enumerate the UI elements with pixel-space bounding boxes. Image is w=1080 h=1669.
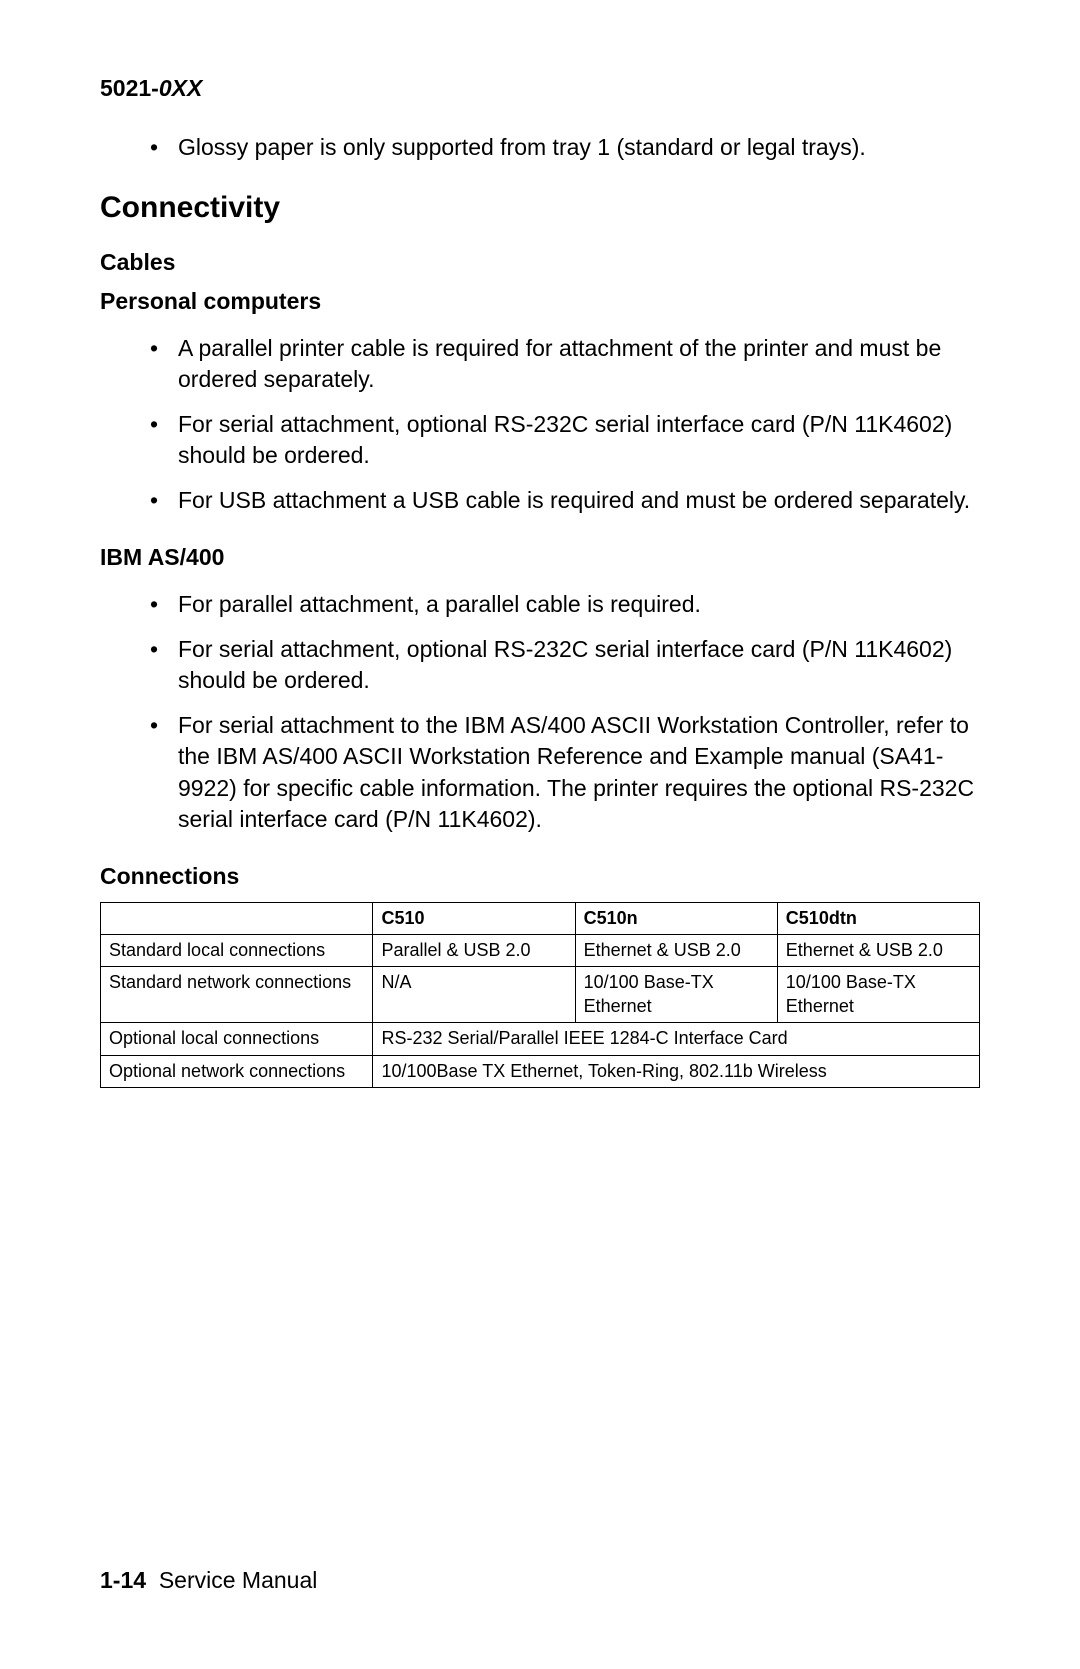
list-item: For parallel attachment, a parallel cabl…: [150, 589, 980, 620]
page-footer: 1-14 Service Manual: [100, 1567, 317, 1594]
table-row: Optional network connections 10/100Base …: [101, 1055, 980, 1087]
section-title-connectivity: Connectivity: [100, 191, 980, 225]
footer-label-text: Service Manual: [159, 1567, 318, 1593]
table-cell: Parallel & USB 2.0: [373, 935, 575, 967]
list-item: For serial attachment to the IBM AS/400 …: [150, 710, 980, 834]
ibm-as400-list: For parallel attachment, a parallel cabl…: [100, 589, 980, 834]
table-cell: Ethernet & USB 2.0: [575, 935, 777, 967]
table-row: Optional local connections RS-232 Serial…: [101, 1023, 980, 1055]
table-cell-label: Optional network connections: [101, 1055, 373, 1087]
list-item: A parallel printer cable is required for…: [150, 333, 980, 395]
table-header-c510dtn: C510dtn: [777, 902, 979, 934]
table-header-c510n: C510n: [575, 902, 777, 934]
header-code-suffix: 0XX: [159, 75, 202, 101]
table-cell: 10/100 Base-TX Ethernet: [575, 967, 777, 1023]
subsection-connections: Connections: [100, 863, 980, 890]
table-cell: Ethernet & USB 2.0: [777, 935, 979, 967]
table-cell-label: Optional local connections: [101, 1023, 373, 1055]
table-header-empty: [101, 902, 373, 934]
list-item: For serial attachment, optional RS-232C …: [150, 409, 980, 471]
document-header-code: 5021-0XX: [100, 75, 980, 102]
list-item: Glossy paper is only supported from tray…: [150, 132, 980, 163]
subsubsection-ibm-as400: IBM AS/400: [100, 544, 980, 571]
subsubsection-personal-computers: Personal computers: [100, 288, 980, 315]
table-cell-label: Standard local connections: [101, 935, 373, 967]
table-header-row: C510 C510n C510dtn: [101, 902, 980, 934]
table-cell-merged: RS-232 Serial/Parallel IEEE 1284-C Inter…: [373, 1023, 980, 1055]
table-cell: 10/100 Base-TX Ethernet: [777, 967, 979, 1023]
subsection-cables: Cables: [100, 249, 980, 276]
list-item: For serial attachment, optional RS-232C …: [150, 634, 980, 696]
table-row: Standard network connections N/A 10/100 …: [101, 967, 980, 1023]
table-header-c510: C510: [373, 902, 575, 934]
page-number: 1-14: [100, 1567, 146, 1593]
table-row: Standard local connections Parallel & US…: [101, 935, 980, 967]
intro-bullet-list: Glossy paper is only supported from tray…: [100, 132, 980, 163]
header-code-prefix: 5021-: [100, 75, 159, 101]
table-cell-merged: 10/100Base TX Ethernet, Token-Ring, 802.…: [373, 1055, 980, 1087]
table-cell: N/A: [373, 967, 575, 1023]
table-cell-label: Standard network connections: [101, 967, 373, 1023]
connections-table: C510 C510n C510dtn Standard local connec…: [100, 902, 980, 1088]
personal-computers-list: A parallel printer cable is required for…: [100, 333, 980, 516]
list-item: For USB attachment a USB cable is requir…: [150, 485, 980, 516]
